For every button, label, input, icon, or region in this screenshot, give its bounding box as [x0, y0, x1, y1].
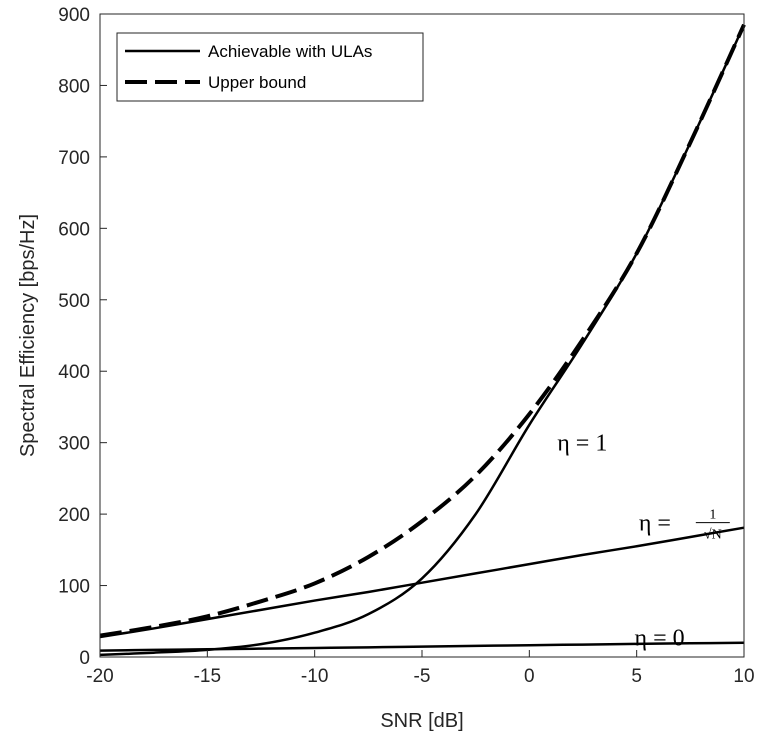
- y-tick-label: 100: [58, 577, 90, 598]
- annotations: η = 1 η = 1 √N η = 0: [557, 431, 730, 651]
- y-tick-label: 600: [58, 219, 90, 240]
- x-tick-label: 5: [631, 666, 642, 687]
- legend-label-upper-bound: Upper bound: [208, 73, 306, 92]
- annotation-eta-0: η = 0: [635, 625, 685, 651]
- annotation-eta-denominator: √N: [704, 528, 722, 543]
- series-achievable-line-1: [99, 24, 746, 657]
- y-tick-label: 500: [58, 291, 90, 312]
- series-upper-bound-line: [99, 23, 746, 638]
- axes-box: [99, 13, 745, 658]
- x-tick-label: -10: [301, 666, 328, 687]
- legend: Achievable with ULAs Upper bound: [116, 32, 424, 102]
- y-tick-label: 400: [58, 362, 90, 383]
- x-tick-label: -15: [194, 666, 221, 687]
- y-tick-label: 800: [58, 76, 90, 97]
- x-tick-label: -20: [86, 666, 113, 687]
- x-tick-label: 10: [733, 666, 754, 687]
- axes: [99, 13, 745, 658]
- y-tick-label: 700: [58, 148, 90, 169]
- series-achievable-line-3: [99, 641, 745, 652]
- legend-box: [116, 32, 424, 102]
- plot-lines: [99, 23, 746, 657]
- y-tick-label: 300: [58, 434, 90, 455]
- y-tick-label: 0: [79, 648, 90, 669]
- legend-label-achievable: Achievable with ULAs: [208, 42, 372, 61]
- ticks: -20 -15 -10 -5 0 5 100100200300400500600700800…: [58, 5, 754, 687]
- x-tick-label: 0: [524, 666, 535, 687]
- x-tick-label: -5: [414, 666, 431, 687]
- annotation-eta-inv-sqrt-n: η =: [639, 511, 671, 537]
- annotation-eta-1: η = 1: [557, 431, 607, 457]
- y-tick-label: 200: [58, 505, 90, 526]
- y-axis-label: Spectral Efficiency [bps/Hz]: [17, 214, 39, 457]
- series-achievable-line-2: [99, 526, 745, 639]
- y-tick-label: 900: [58, 5, 90, 26]
- x-axis-label: SNR [dB]: [380, 710, 463, 732]
- annotation-eta-numerator: 1: [709, 508, 716, 523]
